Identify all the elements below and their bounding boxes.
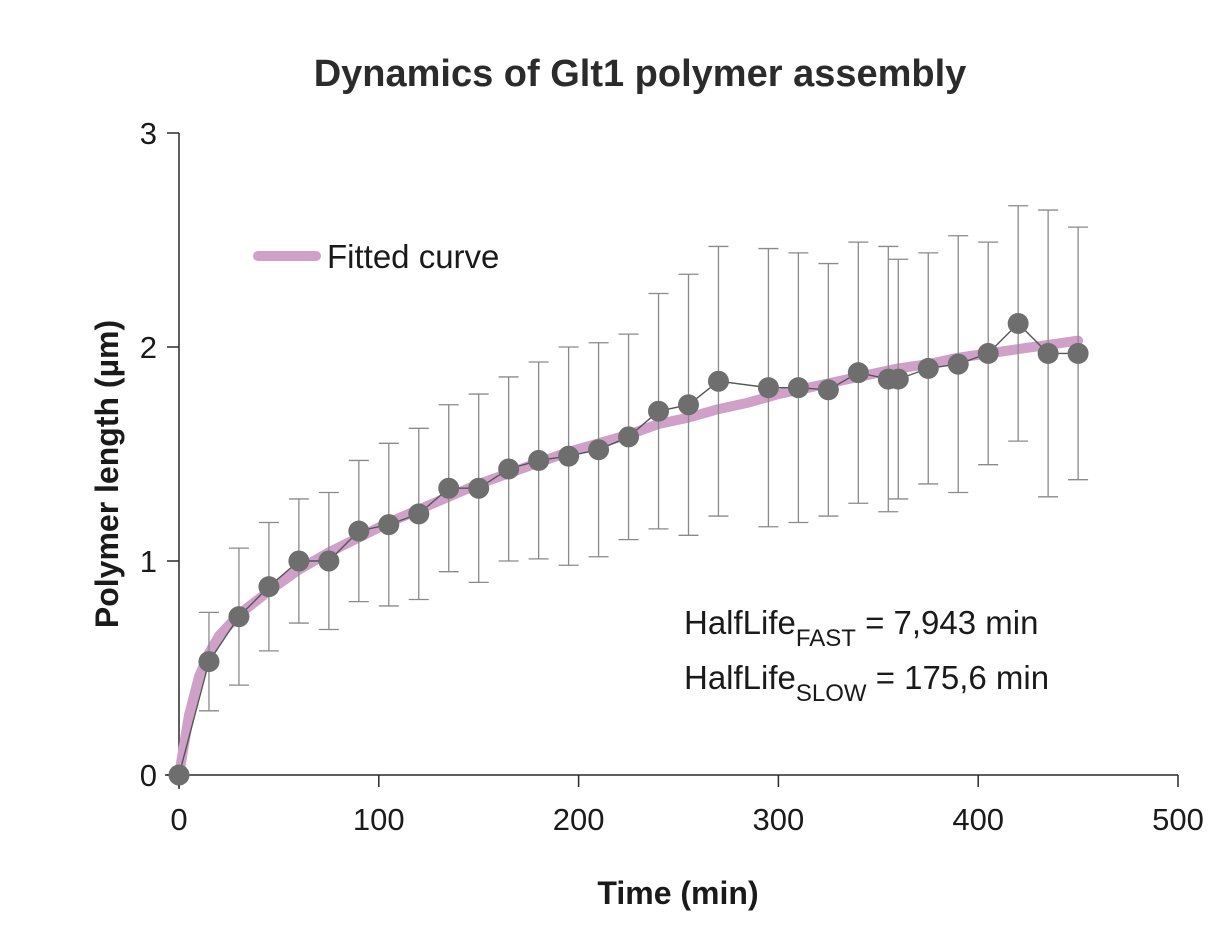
data-point (1007, 312, 1029, 334)
y-tick-label-2: 2 (140, 330, 157, 365)
data-point (588, 439, 610, 461)
x-tick-label-400: 400 (952, 802, 1004, 837)
fitted-curve (174, 335, 1084, 780)
data-point (977, 342, 999, 364)
x-tick-label-0: 0 (170, 802, 187, 837)
legend-label-fitted-curve: Fitted curve (327, 238, 499, 275)
x-axis-label: Time (min) (597, 875, 758, 911)
data-points (168, 312, 1089, 786)
data-point (288, 550, 310, 572)
chart-title: Dynamics of Glt1 polymer assembly (314, 53, 967, 95)
data-point (707, 370, 729, 392)
y-tick-label-3: 3 (140, 116, 157, 151)
data-point (847, 362, 869, 384)
data-point (1037, 342, 1059, 364)
data-point (887, 368, 909, 390)
data-point (498, 458, 520, 480)
data-point (677, 394, 699, 416)
data-point (438, 477, 460, 499)
data-point (917, 357, 939, 379)
data-point (558, 445, 580, 467)
legend: Fitted curve (253, 238, 499, 275)
data-point (408, 503, 430, 525)
data-point (618, 426, 640, 448)
data-point (228, 606, 250, 628)
error-bars (198, 205, 1089, 712)
data-point (198, 651, 220, 673)
y-axis-label: Polymer length (µm) (89, 320, 125, 628)
y-tick-label-0: 0 (140, 758, 157, 793)
data-point (817, 379, 839, 401)
ticks: 0 100 200 300 400 500 0 1 2 3 (140, 116, 1204, 837)
x-tick-label-500: 500 (1152, 802, 1204, 837)
data-point (468, 477, 490, 499)
data-point (378, 514, 400, 536)
data-point (258, 576, 280, 598)
data-point (168, 764, 190, 786)
y-tick-label-1: 1 (140, 544, 157, 579)
data-point (757, 377, 779, 399)
data-point (348, 520, 370, 542)
annotations: HalfLifeFAST = 7,943 min HalfLifeSLOW = … (684, 604, 1049, 707)
x-tick-label-300: 300 (753, 802, 805, 837)
annotation-halflife-slow: HalfLifeSLOW = 175,6 min (684, 659, 1049, 707)
data-point (1067, 342, 1089, 364)
data-point (318, 550, 340, 572)
fitted-curve-layer (174, 335, 1084, 780)
axes (165, 133, 1178, 789)
data-point (787, 377, 809, 399)
x-tick-label-100: 100 (353, 802, 405, 837)
x-tick-label-200: 200 (553, 802, 605, 837)
data-point (528, 449, 550, 471)
data-point (947, 353, 969, 375)
annotation-halflife-fast: HalfLifeFAST = 7,943 min (684, 604, 1038, 652)
data-point (648, 400, 670, 422)
